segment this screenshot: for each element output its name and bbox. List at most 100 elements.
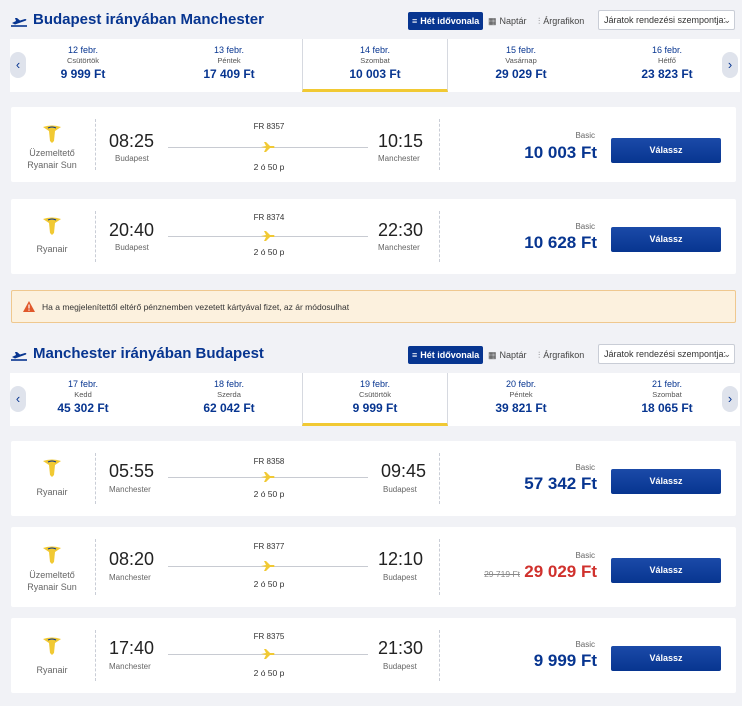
flight-number: FR 8374 [253,213,285,222]
departure-city: Budapest [115,154,149,163]
arrival-city: Manchester [378,243,420,252]
return-header: Manchester irányában Budapest ≡ Hét idővo… [0,342,742,372]
plane-icon [261,142,275,152]
section-title: Budapest irányában Manchester [33,11,264,28]
bar-chart-icon: ⫶ [538,350,541,360]
arrival-time: 12:10 [378,549,424,569]
select-flight-button[interactable]: Válassz [611,646,721,671]
flight-duration: 2 ó 50 p [253,489,285,499]
date-strip: ‹ 17 febr. Kedd 45 302 Ft 18 febr. Szerda 62… [10,373,740,426]
select-flight-button[interactable]: Válassz [611,558,721,583]
next-dates-button[interactable]: › [722,52,738,78]
operator-name: Üzemeltető Ryanair Sun [27,570,77,592]
operator-name: Üzemeltető Ryanair Sun [27,148,77,170]
next-dates-button[interactable]: › [722,386,738,412]
bar-chart-icon: ⫶ [538,16,541,26]
departure-time: 08:20 [109,549,155,569]
flight-card: Ryanair 05:55 Manchester FR 8358 2 ó 50 … [11,441,736,516]
divider [439,630,440,681]
arrival-time: 09:45 [381,461,427,481]
operator-name: Ryanair [36,244,68,254]
flight-price: 57 342 Ft [524,474,597,493]
ryanair-harp-icon [43,125,61,143]
arrival-city: Budapest [383,573,417,582]
operator-name: Ryanair [36,487,68,497]
fare-type: Basic [575,222,595,231]
arrival-time: 22:30 [378,220,424,240]
flight-price: 9 999 Ft [533,651,597,670]
arrival-city: Budapest [383,485,417,494]
flight-duration: 2 ó 50 p [253,247,285,257]
departure-time: 08:25 [109,131,155,151]
prev-dates-button[interactable]: ‹ [10,386,26,412]
select-flight-button[interactable]: Válassz [611,227,721,252]
prev-dates-button[interactable]: ‹ [10,52,26,78]
ryanair-harp-icon [43,546,61,564]
flight-duration: 2 ó 50 p [253,579,285,589]
tab-price-chart[interactable]: ⫶ Árgrafikon [534,346,588,364]
chevron-left-icon: ‹ [15,57,21,72]
flight-number: FR 8358 [253,457,285,466]
fare-type: Basic [575,131,595,140]
date-option[interactable]: 20 febr. Péntek 39 821 Ft [495,379,547,415]
tab-price-chart[interactable]: ⫶ Árgrafikon [534,12,588,30]
departure-city: Manchester [109,662,151,671]
tab-week-timeline[interactable]: ≡ Hét idővonala [408,346,484,364]
departure-city: Budapest [115,243,149,252]
warning-icon [23,301,35,312]
divider [439,453,440,504]
select-flight-button[interactable]: Válassz [611,138,721,163]
calendar-icon: ▦ [488,16,497,26]
discounted-price: 29 029 Ft [524,562,597,581]
original-price: 29 719 Ft [484,569,520,579]
departure-time: 05:55 [109,461,155,481]
flight-card: Üzemeltető Ryanair Sun 08:25 Budapest FR … [11,107,736,182]
outbound-header: Budapest irányában Manchester ≡ Hét idővo… [0,8,742,38]
chevron-left-icon: ‹ [15,391,21,406]
operator-name: Ryanair [36,665,68,675]
date-option[interactable]: 18 febr. Szerda 62 042 Ft [203,379,255,415]
date-option[interactable]: 16 febr. Hétfő 23 823 Ft [641,45,693,81]
divider [95,539,96,595]
chevron-down-icon: ⌄ [723,15,731,25]
date-option[interactable]: 17 febr. Kedd 45 302 Ft [57,379,109,415]
fare-type: Basic [575,551,595,560]
departure-city: Manchester [109,573,151,582]
tab-calendar[interactable]: ▦ Naptár [484,12,531,30]
flight-price: 10 003 Ft [524,143,597,162]
divider [439,119,440,170]
arrival-city: Budapest [383,662,417,671]
flight-card: Ryanair 17:40 Manchester FR 8375 2 ó 50 … [11,618,736,693]
list-icon: ≡ [412,16,418,26]
notice-text: Ha a megjelenítettől eltérő pénznemben v… [42,302,350,312]
divider [439,211,440,262]
plane-icon [261,649,275,659]
sort-dropdown[interactable]: Járatok rendezési szempontja: ⌄ [598,344,735,364]
departure-time: 17:40 [109,638,155,658]
flight-duration: 2 ó 50 p [253,162,285,172]
divider [95,453,96,504]
tab-calendar[interactable]: ▦ Naptár [484,346,531,364]
section-title: Manchester irányában Budapest [33,345,264,362]
divider [439,539,440,595]
date-option[interactable]: 15 febr. Vasárnap 29 029 Ft [495,45,547,81]
departure-time: 20:40 [109,220,155,240]
flight-number: FR 8375 [253,632,285,641]
select-flight-button[interactable]: Válassz [611,469,721,494]
departure-city: Manchester [109,485,151,494]
date-option[interactable]: 21 febr. Szombat 18 065 Ft [641,379,693,415]
divider [95,119,96,170]
fare-type: Basic [575,640,595,649]
date-option[interactable]: 13 febr. Péntek 17 409 Ft [203,45,255,81]
arrival-city: Manchester [378,154,420,163]
date-option-selected[interactable]: 14 febr. Szombat 10 003 Ft [302,39,448,92]
chevron-down-icon: ⌄ [723,349,731,359]
ryanair-harp-icon [43,637,61,655]
tab-week-timeline[interactable]: ≡ Hét idővonala [408,12,484,30]
sort-dropdown[interactable]: Járatok rendezési szempontja: ⌄ [598,10,735,30]
fare-type: Basic [575,463,595,472]
date-option-selected[interactable]: 19 febr. Csütörtök 9 999 Ft [302,373,448,426]
chevron-right-icon: › [727,57,733,72]
date-option[interactable]: 12 febr. Csütörtök 9 999 Ft [60,45,106,81]
plane-icon [11,352,27,361]
